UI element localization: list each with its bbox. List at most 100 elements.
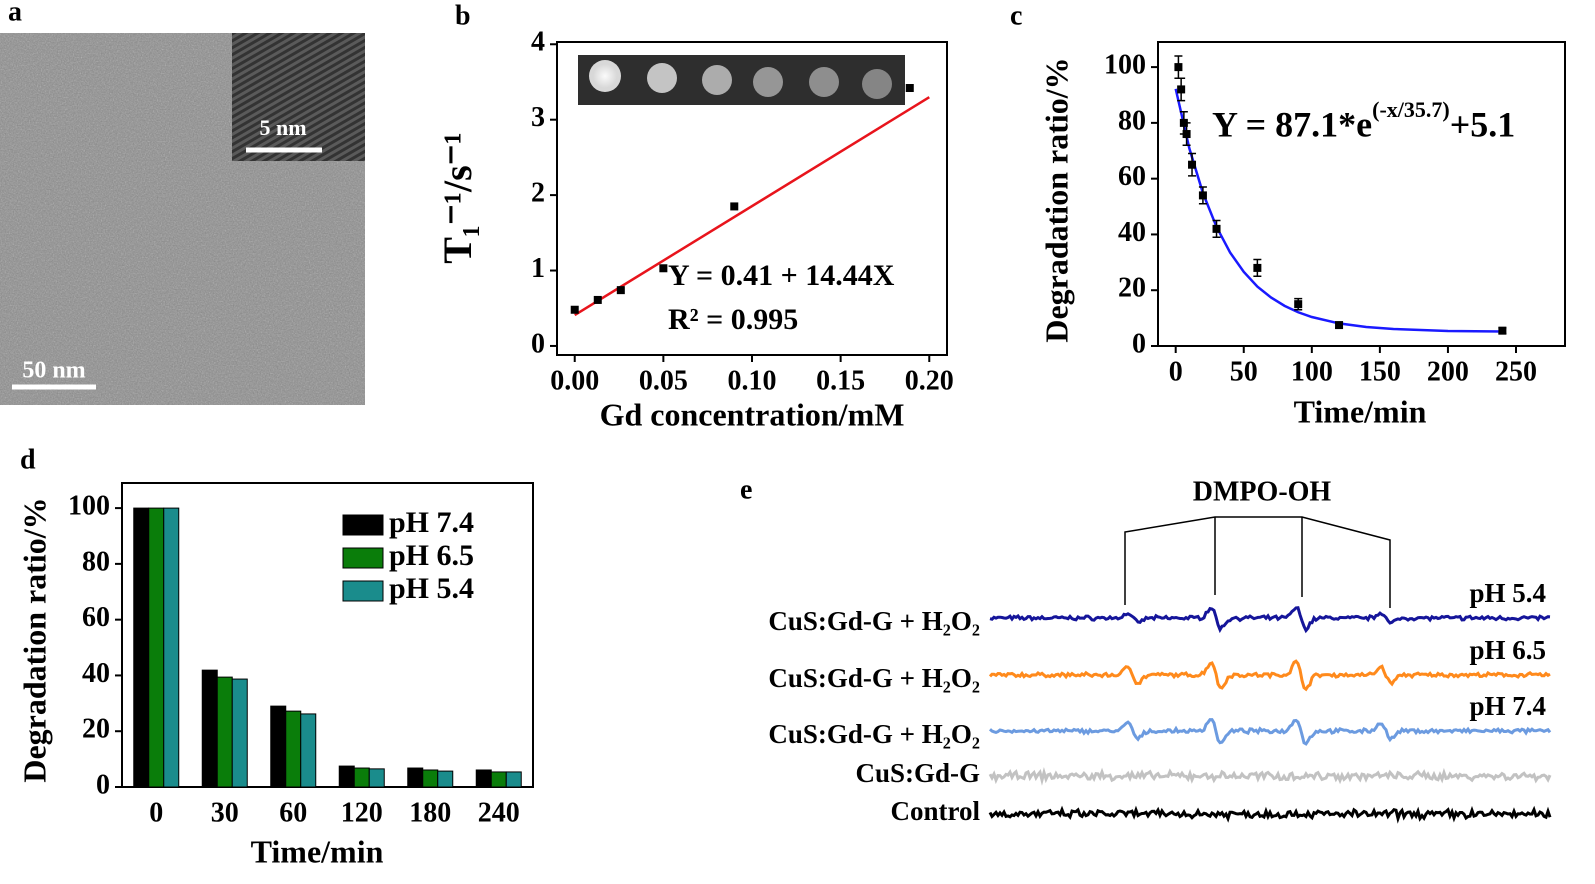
- x-axis-title: Gd concentration/mM: [600, 396, 905, 432]
- bar: [148, 507, 165, 788]
- plot-frame: [1157, 41, 1566, 347]
- plot-frame: [121, 482, 534, 788]
- data-point: [905, 84, 914, 93]
- bar: [338, 765, 355, 788]
- y-tick-label: 0: [531, 328, 545, 359]
- bar: [475, 769, 492, 788]
- spectrum-trace: [988, 659, 1551, 692]
- trace-label: Control: [890, 796, 980, 826]
- x-tick-label: 250: [1495, 356, 1537, 387]
- x-tick-label: 0.10: [728, 365, 777, 396]
- x-tick-label: 100: [1291, 356, 1333, 387]
- panel-label: b: [455, 0, 471, 31]
- x-tick-label: 60: [279, 797, 307, 828]
- bar: [216, 676, 233, 788]
- y-tick-label: 1: [531, 253, 545, 284]
- data-point: [570, 305, 579, 314]
- y-tick-label: 80: [1118, 105, 1146, 136]
- data-point: [616, 286, 625, 295]
- peak-bracket: [1124, 516, 1391, 608]
- bar: [422, 769, 439, 788]
- bar: [201, 669, 218, 788]
- trace-label: CuS:Gd-G + H₂O₂: [768, 606, 980, 636]
- trace-label: CuS:Gd-G: [855, 758, 980, 788]
- spectrum-trace: [989, 606, 1551, 634]
- data-point: [1188, 160, 1197, 169]
- data-point: [659, 264, 668, 273]
- fit-line: [574, 96, 930, 317]
- data-point: [1253, 263, 1262, 272]
- data-point: [593, 295, 602, 304]
- bar: [505, 771, 522, 788]
- y-tick-label: 3: [531, 102, 545, 133]
- annotation-exponent: (-x/35.7): [1372, 97, 1450, 122]
- trace-condition: pH 6.5: [1469, 635, 1546, 665]
- x-tick-label: 0.15: [816, 365, 865, 396]
- data-point: [1198, 191, 1207, 200]
- bar: [407, 767, 424, 788]
- bar: [437, 770, 454, 788]
- bar: [133, 507, 150, 788]
- panel-label: a: [8, 0, 22, 27]
- fit-line: [1174, 88, 1503, 333]
- spectrum-trace: [988, 718, 1552, 746]
- bar: [300, 713, 317, 788]
- legend-label: pH 5.4: [389, 572, 474, 605]
- x-tick-label: 30: [211, 797, 239, 828]
- data-point: [1335, 321, 1344, 330]
- x-tick-label: 120: [341, 797, 383, 828]
- x-tick-label: 0.05: [639, 365, 688, 396]
- legend-swatch: [342, 580, 384, 602]
- y-axis-title: Degradation ratio/%: [1038, 57, 1074, 342]
- panel-label: e: [740, 474, 752, 505]
- micrograph: [0, 33, 365, 405]
- bar: [490, 771, 507, 788]
- y-tick-label: 100: [1104, 50, 1146, 81]
- x-tick-label: 0.00: [550, 365, 599, 396]
- data-point: [1182, 130, 1191, 139]
- y-tick-label: 0: [1132, 328, 1146, 359]
- x-tick-label: 240: [478, 797, 520, 828]
- bar: [231, 678, 248, 788]
- data-point: [1498, 326, 1507, 335]
- trace-condition: pH 7.4: [1469, 691, 1546, 721]
- panel-label: d: [20, 444, 36, 475]
- y-tick-label: 100: [68, 491, 110, 522]
- y-tick-label: 60: [1118, 161, 1146, 192]
- data-point: [1177, 85, 1186, 94]
- y-tick-label: 40: [82, 658, 110, 689]
- y-tick-label: 20: [82, 714, 110, 745]
- x-tick-label: 0: [1169, 356, 1183, 387]
- spectrum-trace: [988, 805, 1552, 824]
- y-tick-label: 4: [531, 27, 545, 58]
- bar: [285, 710, 302, 788]
- bar: [270, 705, 287, 788]
- y-tick-label: 80: [82, 546, 110, 577]
- trace-label: CuS:Gd-G + H₂O₂: [768, 719, 980, 749]
- x-tick-label: 0: [149, 797, 163, 828]
- annotation: Y = 87.1*e: [1212, 104, 1372, 144]
- y-axis-title: T₁⁻¹/s⁻¹: [435, 132, 480, 264]
- spectrum-trace: [988, 767, 1552, 786]
- x-tick-label: 180: [409, 797, 451, 828]
- bar: [353, 767, 370, 788]
- x-tick-label: 150: [1359, 356, 1401, 387]
- phantom-image: [578, 55, 905, 105]
- y-tick-label: 20: [1118, 273, 1146, 304]
- y-tick-label: 40: [1118, 217, 1146, 248]
- y-tick-label: 60: [82, 602, 110, 633]
- inset-scale: 5 nm: [259, 115, 306, 140]
- data-point: [1212, 224, 1221, 233]
- y-tick-label: 0: [96, 769, 110, 800]
- trace-condition: pH 5.4: [1469, 578, 1546, 608]
- trace-label: CuS:Gd-G + H₂O₂: [768, 663, 980, 693]
- spectrum-title: DMPO-OH: [1193, 476, 1332, 507]
- legend-swatch: [342, 547, 384, 569]
- data-point: [1294, 300, 1303, 309]
- data-point: [1174, 63, 1183, 72]
- y-axis-title: Degradation ratio/%: [16, 497, 52, 782]
- legend-label: pH 6.5: [389, 539, 474, 572]
- annotation: Y = 0.41 + 14.44X: [668, 259, 895, 292]
- x-tick-label: 50: [1230, 356, 1258, 387]
